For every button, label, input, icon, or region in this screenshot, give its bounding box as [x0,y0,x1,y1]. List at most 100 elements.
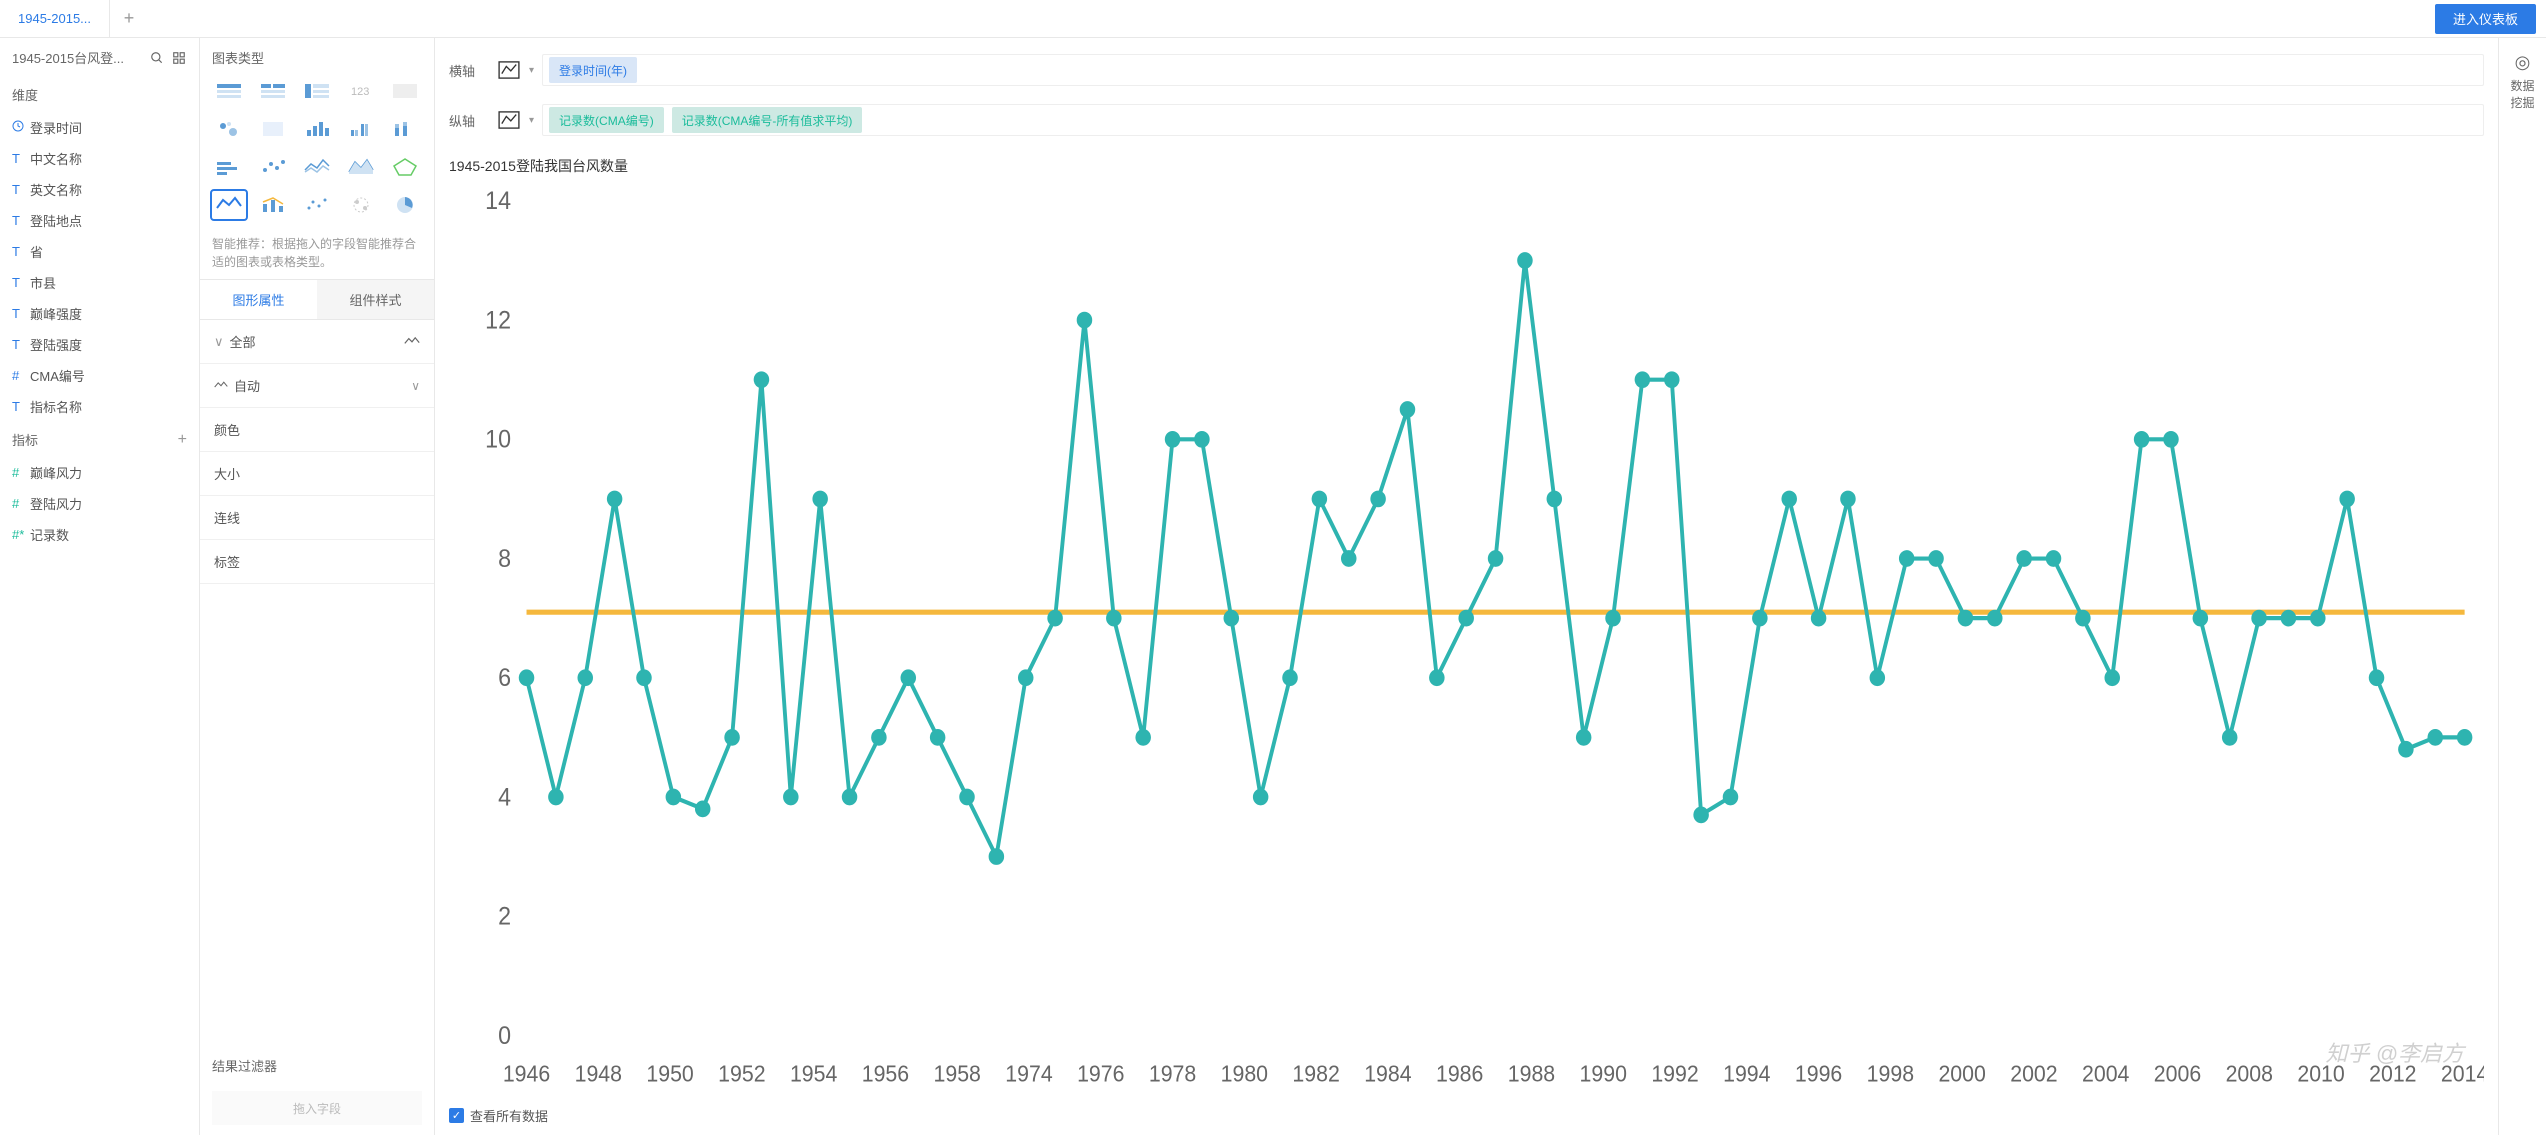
svg-text:2002: 2002 [2010,1061,2057,1087]
grid-icon[interactable] [171,50,187,66]
field-label: 登陆地点 [30,211,187,230]
x-axis-drop[interactable]: 登录时间(年) [542,54,2484,86]
tab-graphic-props[interactable]: 图形属性 [200,280,317,319]
dim-field-3[interactable]: T登陆地点 [0,205,199,236]
add-tab-button[interactable]: + [110,0,148,37]
field-icon: # [12,496,30,511]
chart-type-3[interactable]: 123 [344,77,378,105]
field-label: 登陆风力 [30,494,82,513]
x-pill-0[interactable]: 登录时间(年) [549,57,637,83]
tab-component-style[interactable]: 组件样式 [317,280,434,319]
field-label: 巅峰强度 [30,304,187,323]
chart-title: 1945-2015登陆我国台风数量 [449,150,2484,180]
y-axis-dropdown-icon[interactable]: ▾ [529,115,534,126]
prop-auto[interactable]: 自动 ∨ [200,364,434,408]
dim-field-0[interactable]: 登录时间 [0,112,199,143]
svg-text:1990: 1990 [1580,1061,1627,1087]
prop-label[interactable]: 标签 [200,540,434,584]
chart-type-18[interactable] [344,191,378,219]
x-axis-icon[interactable] [489,61,529,79]
view-all-checkbox[interactable]: ✓ [449,1108,464,1123]
svg-text:1974: 1974 [1005,1061,1052,1087]
svg-text:2004: 2004 [2082,1061,2129,1087]
y-axis-drop[interactable]: 记录数(CMA编号) 记录数(CMA编号-所有值求平均) [542,104,2484,136]
metric-field-2[interactable]: #*记录数 [0,519,199,550]
chart-type-17[interactable] [300,191,334,219]
chart-type-11[interactable] [256,153,290,181]
result-filter-header: 结果过滤器 [200,1046,434,1085]
x-axis-dropdown-icon[interactable]: ▾ [529,65,534,76]
metric-field-0[interactable]: #巅峰风力 [0,457,199,488]
prop-line[interactable]: 连线 [200,496,434,540]
field-icon: T [12,151,30,166]
svg-text:2008: 2008 [2226,1061,2273,1087]
chart-type-9[interactable] [388,115,422,143]
chart-type-6[interactable] [256,115,290,143]
chart-type-12[interactable] [300,153,334,181]
dim-field-6[interactable]: T巅峰强度 [0,298,199,329]
svg-text:1984: 1984 [1364,1061,1411,1087]
chart-type-16[interactable] [256,191,290,219]
chart-type-8[interactable] [344,115,378,143]
prop-all[interactable]: ∨ 全部 [200,320,434,364]
chart-type-0[interactable] [212,77,246,105]
right-rail[interactable]: ◎ 数据挖掘 [2498,38,2546,1135]
chart-canvas[interactable]: 0246810121419461948195019521954195619581… [449,180,2484,1098]
dim-field-7[interactable]: T登陆强度 [0,329,199,360]
chart-type-4[interactable] [388,77,422,105]
svg-text:1978: 1978 [1149,1061,1196,1087]
chart-type-14[interactable] [388,153,422,181]
line-type-icon [404,335,420,349]
y-pill-1[interactable]: 记录数(CMA编号-所有值求平均) [672,107,863,133]
chart-type-5[interactable] [212,115,246,143]
dataset-name: 1945-2015台风登... [12,48,143,67]
search-icon[interactable] [149,50,165,66]
svg-text:14: 14 [485,187,511,215]
prop-size[interactable]: 大小 [200,452,434,496]
svg-text:2012: 2012 [2369,1061,2416,1087]
metric-field-1[interactable]: #登陆风力 [0,488,199,519]
add-metric-icon[interactable]: + [178,431,187,449]
dim-field-2[interactable]: T英文名称 [0,174,199,205]
svg-text:10: 10 [485,426,511,454]
fields-panel: 1945-2015台风登... 维度 登录时间T中文名称T英文名称T登陆地点T省… [0,38,200,1135]
enter-dashboard-button[interactable]: 进入仪表板 [2435,4,2536,34]
svg-text:1980: 1980 [1221,1061,1268,1087]
svg-text:123: 123 [351,86,369,98]
svg-text:1954: 1954 [790,1061,837,1087]
chart-type-19[interactable] [388,191,422,219]
svg-text:1952: 1952 [718,1061,765,1087]
field-label: 巅峰风力 [30,463,82,482]
chart-type-13[interactable] [344,153,378,181]
dim-field-8[interactable]: #CMA编号 [0,360,199,391]
svg-text:1958: 1958 [934,1061,981,1087]
chart-type-1[interactable] [256,77,290,105]
chart-type-15[interactable] [212,191,246,219]
field-label: CMA编号 [30,366,187,385]
dim-field-9[interactable]: T指标名称 [0,391,199,422]
field-icon: T [12,213,30,228]
svg-text:1988: 1988 [1508,1061,1555,1087]
svg-text:6: 6 [498,664,511,692]
metrics-header: 指标 + [0,422,199,457]
y-axis-icon[interactable] [489,111,529,129]
chart-type-header: 图表类型 [200,38,434,77]
svg-text:2: 2 [498,903,511,931]
svg-text:2006: 2006 [2154,1061,2201,1087]
chart-type-2[interactable] [300,77,334,105]
field-icon: T [12,306,30,321]
workbook-tab[interactable]: 1945-2015... [0,0,110,37]
prop-color[interactable]: 颜色 [200,408,434,452]
field-icon: # [12,368,30,383]
chart-type-10[interactable] [212,153,246,181]
dim-field-5[interactable]: T市县 [0,267,199,298]
field-label: 市县 [30,273,187,292]
dim-field-4[interactable]: T省 [0,236,199,267]
field-label: 登陆强度 [30,335,187,354]
filter-drop-zone[interactable]: 拖入字段 [212,1091,422,1125]
chart-type-7[interactable] [300,115,334,143]
dim-field-1[interactable]: T中文名称 [0,143,199,174]
view-all-label: 查看所有数据 [470,1106,548,1125]
y-pill-0[interactable]: 记录数(CMA编号) [549,107,664,133]
field-label: 记录数 [30,525,69,544]
